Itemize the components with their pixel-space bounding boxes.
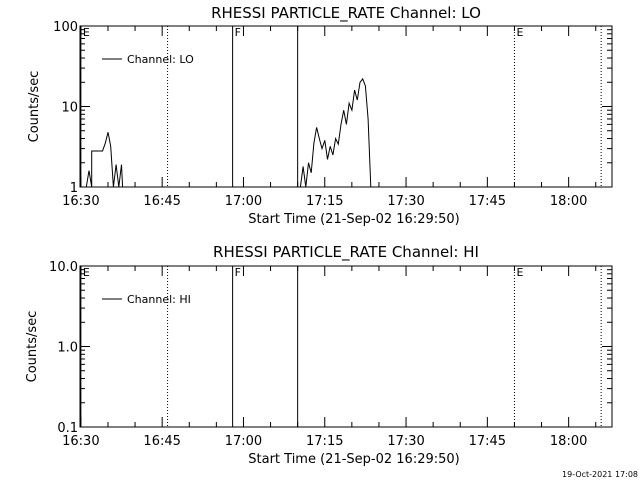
panel-2-y-tick-label: 1.0 <box>57 341 78 356</box>
panel-2-event-marker-label: F <box>235 266 241 279</box>
panel-1-x-tick-label: 16:45 <box>143 194 180 209</box>
panel-2-title: RHESSI PARTICLE_RATE Channel: HI <box>213 243 479 262</box>
panel-1-series-line <box>299 77 372 188</box>
panel-1-x-axis-label: Start Time (21-Sep-02 16:29:50) <box>248 212 459 227</box>
panel-1-legend-label: Channel: LO <box>127 53 194 66</box>
panel-1-x-tick-label: 17:45 <box>469 194 506 209</box>
panel-2-x-tick-label: 17:45 <box>469 434 506 449</box>
panel-1-x-tick-label: 17:30 <box>387 194 424 209</box>
panel-1-x-tick-label: 17:00 <box>225 194 262 209</box>
panel-1-axes-frame <box>79 25 613 188</box>
panel-2-y-tick-label: 0.1 <box>57 421 78 436</box>
panel-1-series-line <box>85 132 124 188</box>
panel-2-event-marker-label: E <box>516 266 523 279</box>
panel-2-x-tick-label: 17:00 <box>225 434 262 449</box>
panel-2-y-tick-label: 10.0 <box>49 260 78 275</box>
panel-1-y-tick-label: 10 <box>61 101 78 116</box>
panel-2-y-axis-label: Counts/sec <box>25 311 40 383</box>
panel-1-y-tick-label: 100 <box>53 20 78 35</box>
timestamp-label: 19-Oct-2021 17:08 <box>562 470 638 479</box>
panel-1-event-marker-label: E <box>516 26 523 39</box>
panel-2-x-tick-label: 17:15 <box>306 434 343 449</box>
panel-2-x-axis-label: Start Time (21-Sep-02 16:29:50) <box>248 452 459 467</box>
panel-1-event-marker-label: F <box>235 26 241 39</box>
panel-2-x-tick-label: 16:30 <box>62 434 99 449</box>
panel-1-event-marker-label: E <box>83 26 90 39</box>
panel-1-x-tick-label: 16:30 <box>62 194 99 209</box>
panel-1-y-axis-label: Counts/sec <box>27 71 42 143</box>
panel-2-x-tick-label: 16:45 <box>143 434 180 449</box>
panel-1-y-tick-label: 1 <box>70 181 78 196</box>
panel-1-x-tick-label: 17:15 <box>306 194 343 209</box>
panel-2-axes-frame <box>79 265 613 428</box>
panel-1-title: RHESSI PARTICLE_RATE Channel: LO <box>211 4 481 23</box>
panel-2-legend-label: Channel: HI <box>127 293 191 306</box>
panel-1-x-tick-label: 18:00 <box>550 194 587 209</box>
panel-2-event-marker-label: E <box>83 266 90 279</box>
panel-2-x-tick-label: 17:30 <box>387 434 424 449</box>
panel-2-x-tick-label: 18:00 <box>550 434 587 449</box>
